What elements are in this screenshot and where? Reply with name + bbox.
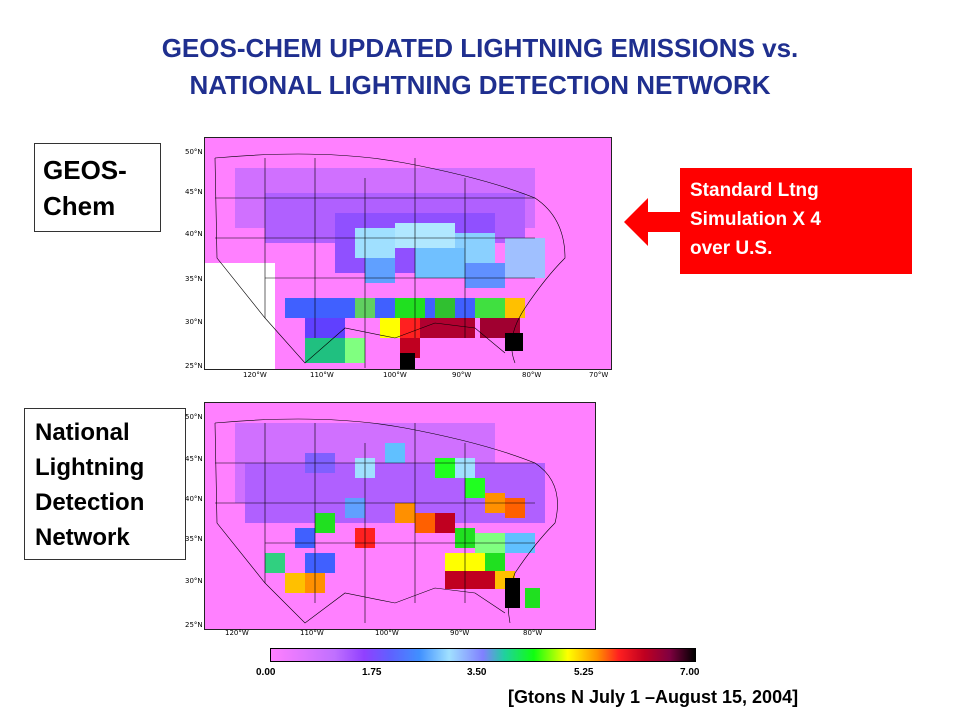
nldn-label: National Lightning Detection Network — [24, 408, 186, 560]
geos-label-line-1: GEOS- — [43, 155, 127, 185]
lat-tick: 50°N — [185, 148, 203, 156]
title-line-1: GEOS-CHEM UPDATED LIGHTNING EMISSIONS vs… — [161, 33, 799, 63]
lon-tick: 80°W — [522, 371, 542, 379]
nldn-label-line-3: Detection — [35, 489, 145, 516]
lon-tick: 100°W — [375, 629, 399, 637]
lon-tick: 90°W — [450, 629, 470, 637]
nldn-label-line-2: Lightning — [35, 454, 145, 481]
lon-tick: 120°W — [243, 371, 267, 379]
geos-chem-map-grid — [205, 138, 611, 369]
lat-tick: 50°N — [185, 413, 203, 421]
lat-tick: 25°N — [185, 621, 203, 629]
lat-tick: 40°N — [185, 230, 203, 238]
lat-tick: 25°N — [185, 362, 203, 370]
lat-tick: 40°N — [185, 495, 203, 503]
colorbar — [270, 648, 696, 662]
lon-tick: 90°W — [452, 371, 472, 379]
nldn-label-line-1: National — [35, 419, 130, 446]
title-line-2: NATIONAL LIGHTNING DETECTION NETWORK — [189, 70, 771, 100]
colorbar-label: 7.00 — [680, 667, 700, 678]
colorbar-label: 3.50 — [467, 667, 487, 678]
lon-tick: 70°W — [589, 371, 609, 379]
nldn-label-line-4: Network — [35, 524, 130, 551]
lat-tick: 45°N — [185, 455, 203, 463]
lat-tick: 30°N — [185, 318, 203, 326]
lon-tick: 110°W — [300, 629, 324, 637]
lon-tick: 100°W — [383, 371, 407, 379]
colorbar-label: 0.00 — [256, 667, 276, 678]
page-title: GEOS-CHEM UPDATED LIGHTNING EMISSIONS vs… — [0, 30, 960, 104]
lon-tick: 120°W — [225, 629, 249, 637]
lon-tick: 80°W — [523, 629, 543, 637]
geos-label-line-2: Chem — [43, 191, 116, 221]
callout-box: Standard Ltng Simulation X 4 over U.S. — [680, 168, 912, 274]
geos-chem-label: GEOS- Chem — [34, 143, 161, 232]
nldn-map-grid — [205, 403, 595, 629]
lat-tick: 35°N — [185, 535, 203, 543]
left-arrow-icon — [624, 198, 682, 246]
colorbar-label: 1.75 — [362, 667, 382, 678]
lon-tick: 110°W — [310, 371, 334, 379]
lat-tick: 30°N — [185, 577, 203, 585]
lat-tick: 45°N — [185, 188, 203, 196]
callout-line-2: Simulation X 4 — [690, 209, 821, 230]
geos-chem-map: 50°N 45°N 40°N 35°N 30°N 25°N 120°W 110°… — [185, 137, 612, 379]
lat-tick: 35°N — [185, 275, 203, 283]
nldn-map: 50°N 45°N 40°N 35°N 30°N 25°N 120°W 110°… — [185, 402, 596, 637]
callout-line-3: over U.S. — [690, 238, 773, 259]
callout-line-1: Standard Ltng — [690, 180, 819, 201]
colorbar-label: 5.25 — [574, 667, 594, 678]
units-caption: [Gtons N July 1 –August 15, 2004] — [508, 687, 799, 707]
